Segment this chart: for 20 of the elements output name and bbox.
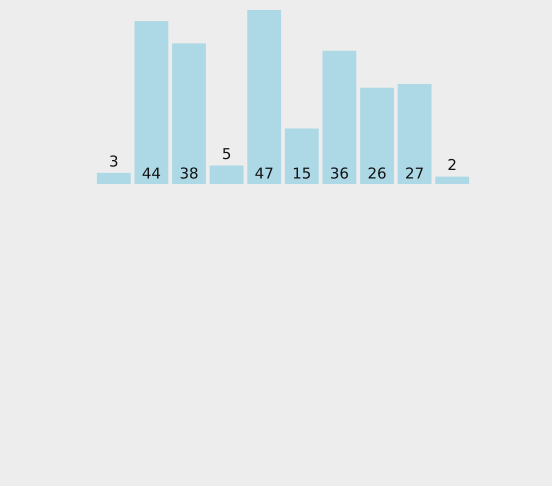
bar <box>322 50 356 184</box>
data-label: 38 <box>179 164 199 182</box>
bar <box>247 10 282 184</box>
data-label: 47 <box>254 164 274 182</box>
bar <box>435 176 470 184</box>
bar <box>134 21 168 184</box>
bar <box>360 88 394 184</box>
data-label: 3 <box>109 152 119 170</box>
data-label: 27 <box>405 164 424 182</box>
bar <box>96 172 131 184</box>
bar <box>210 165 244 184</box>
data-label: 2 <box>447 156 457 174</box>
data-label: 44 <box>142 164 161 182</box>
bar <box>172 43 206 184</box>
data-label: 15 <box>292 164 312 182</box>
data-label: 5 <box>222 144 232 163</box>
data-label: 36 <box>330 164 349 182</box>
data-label: 26 <box>367 164 387 182</box>
bar <box>284 128 319 184</box>
bar <box>398 84 432 184</box>
